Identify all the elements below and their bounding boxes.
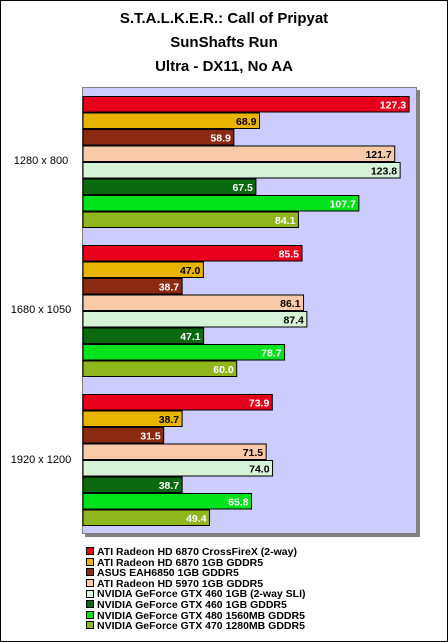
bar-1-6 — [82, 344, 286, 361]
legend-item-4: NVIDIA GeForce GTX 460 1GB (2-way SLI) — [86, 589, 306, 600]
bar-2-4 — [82, 460, 274, 477]
bar-value-label-0-6: 107.7 — [330, 198, 356, 210]
bar-value-label-2-6: 65.8 — [228, 496, 249, 508]
legend-label-4: NVIDIA GeForce GTX 460 1GB (2-way SLI) — [97, 588, 306, 601]
bar-value-label-1-6: 78.7 — [261, 347, 282, 359]
legend-item-3: ATI Radeon HD 5970 1GB GDDR5 — [86, 577, 306, 590]
bar-1-0 — [82, 245, 303, 262]
bar-value-label-2-2: 31.5 — [140, 430, 161, 442]
bar-value-label-0-0: 127.3 — [380, 99, 406, 111]
bar-value-label-0-1: 68.9 — [236, 116, 257, 128]
legend-swatch-7 — [86, 621, 94, 630]
category-label-1680x1050: 1680 x 1050 — [10, 304, 72, 316]
bar-1-7 — [82, 360, 238, 377]
bar-value-label-1-0: 85.5 — [279, 248, 300, 260]
bar-1-5 — [82, 327, 205, 344]
bar-0-1 — [82, 112, 260, 129]
bar-value-label-1-1: 47.0 — [180, 265, 201, 277]
bar-1-4 — [82, 311, 308, 328]
bar-value-label-0-2: 58.9 — [210, 132, 231, 144]
legend-label-5: NVIDIA GeForce GTX 460 1GB GDDR5 — [97, 598, 287, 611]
legend-item-1: ATI Radeon HD 6870 1GB GDDR5 — [86, 556, 306, 569]
legend-label-6: NVIDIA GeForce GTX 480 1560MB GDDR5 — [97, 609, 305, 622]
bar-0-0 — [82, 96, 410, 113]
bar-1-1 — [82, 261, 204, 278]
chart-title-line-3: Ultra - DX11, No AA — [155, 58, 293, 75]
bar-0-7 — [82, 211, 299, 228]
bar-1-3 — [82, 294, 305, 311]
legend-item-2: ASUS EAH6850 1GB GDDR5 — [86, 568, 306, 579]
chart-title-line-1: S.T.A.L.K.E.R.: Call of Pripyat — [119, 10, 329, 27]
bar-value-label-1-2: 38.7 — [159, 281, 180, 293]
category-label-1280x800: 1280 x 800 — [13, 155, 69, 167]
bar-2-2 — [82, 427, 165, 444]
bar-value-label-0-4: 123.8 — [371, 165, 397, 177]
bar-value-label-2-1: 38.7 — [159, 414, 180, 426]
bar-1-2 — [82, 278, 183, 295]
bar-value-label-2-5: 38.7 — [159, 480, 180, 492]
bar-0-2 — [82, 129, 235, 146]
bar-value-label-0-3: 121.7 — [365, 149, 391, 161]
legend-label-3: ATI Radeon HD 5970 1GB GDDR5 — [97, 577, 264, 590]
bar-value-label-2-4: 74.0 — [249, 463, 270, 475]
legend-swatch-4 — [86, 589, 94, 598]
legend-label-1: ATI Radeon HD 6870 1GB GDDR5 — [97, 556, 264, 569]
bar-value-label-1-3: 86.1 — [280, 298, 301, 310]
legend-item-6: NVIDIA GeForce GTX 480 1560MB GDDR5 — [86, 609, 306, 622]
bar-2-5 — [82, 476, 183, 493]
legend-swatch-3 — [86, 579, 94, 587]
legend-item-0: ATI Radeon HD 6870 CrossFireX (2-way) — [86, 547, 306, 558]
bar-value-label-1-7: 60.0 — [213, 364, 234, 376]
bar-2-6 — [82, 493, 253, 510]
legend-swatch-6 — [86, 610, 94, 619]
bar-value-label-2-7: 49.4 — [186, 513, 207, 525]
legend-item-7: NVIDIA GeForce GTX 470 1280MB GDDR5 — [86, 621, 306, 632]
legend-item-5: NVIDIA GeForce GTX 460 1GB GDDR5 — [86, 600, 306, 611]
bar-0-4 — [82, 162, 401, 179]
legend: ATI Radeon HD 6870 CrossFireX (2-way) ATI… — [86, 547, 306, 632]
bar-value-label-1-4: 87.4 — [283, 314, 304, 326]
bar-value-label-1-5: 47.1 — [180, 331, 201, 343]
legend-label-0: ATI Radeon HD 6870 CrossFireX (2-way) — [97, 546, 297, 558]
bar-0-5 — [82, 178, 257, 195]
legend-swatch-2 — [86, 568, 94, 577]
category-label-1920x1200: 1920 x 1200 — [10, 454, 72, 466]
legend-swatch-5 — [86, 600, 94, 609]
bar-0-3 — [82, 145, 396, 162]
legend-swatch-0 — [86, 547, 94, 556]
bar-2-0 — [82, 394, 273, 411]
bar-0-6 — [82, 195, 360, 212]
legend-label-7: NVIDIA GeForce GTX 470 1280MB GDDR5 — [97, 620, 305, 633]
bar-2-7 — [82, 509, 211, 526]
bar-value-label-0-7: 84.1 — [275, 215, 296, 227]
legend-swatch-1 — [86, 557, 94, 566]
bar-2-1 — [82, 410, 183, 427]
bar-2-3 — [82, 443, 267, 460]
bar-value-label-2-0: 73.9 — [249, 397, 270, 409]
bar-value-label-0-5: 67.5 — [232, 182, 253, 194]
chart-title-line-2: SunShafts Run — [170, 34, 278, 51]
legend-label-2: ASUS EAH6850 1GB GDDR5 — [97, 567, 239, 580]
bar-value-label-2-3: 71.5 — [243, 447, 264, 459]
